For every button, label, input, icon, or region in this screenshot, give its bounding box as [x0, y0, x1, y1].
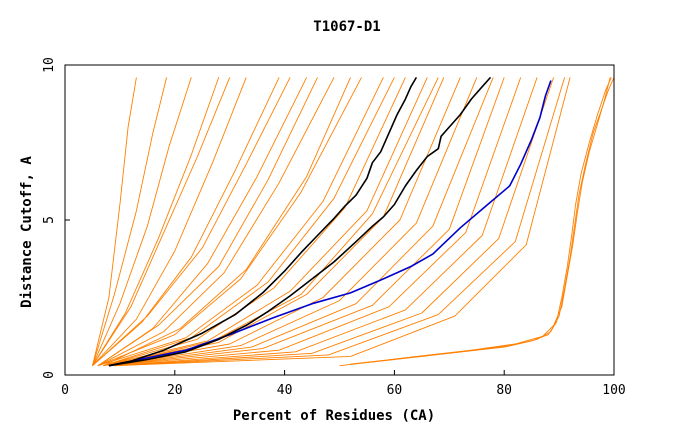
x-tick-label: 80	[496, 383, 512, 398]
x-tick-label: 100	[602, 383, 625, 398]
tick-layer: 0 20 40 60 80 100 0 5 10	[42, 57, 626, 398]
model-curve-32	[92, 77, 231, 366]
model-curve-14	[97, 77, 362, 367]
model-curve-15	[97, 77, 384, 367]
chart-title: T1067-D1	[313, 19, 380, 35]
model-curve-21	[108, 77, 494, 367]
highlight-curve-2	[108, 76, 418, 367]
x-tick-label: 0	[61, 383, 69, 398]
model-curve-16	[103, 77, 406, 367]
model-curve-8	[92, 77, 192, 366]
model-curve-11	[92, 77, 280, 367]
model-curve-20	[108, 77, 478, 367]
model-curve-18	[103, 77, 445, 367]
model-curve-24	[114, 77, 538, 367]
model-curve-9	[92, 77, 220, 366]
x-axis-label: Percent of Residues (CA)	[233, 408, 435, 424]
model-curve-29	[103, 77, 351, 367]
model-curve-30	[103, 77, 395, 367]
y-axis-label: Distance Cutoff, A	[19, 156, 35, 308]
y-tick-label: 5	[42, 216, 57, 224]
model-curve-13	[97, 77, 335, 367]
x-tick-label: 60	[387, 383, 403, 398]
model-curve-5	[366, 77, 611, 364]
model-curve-7	[92, 77, 168, 366]
model-curve-28	[97, 77, 318, 367]
y-tick-label: 0	[42, 371, 57, 379]
model-curve-17	[103, 77, 428, 367]
x-tick-label: 20	[167, 383, 183, 398]
model-curve-3	[339, 77, 612, 367]
model-curve-27	[114, 77, 571, 367]
model-curve-22	[108, 77, 505, 367]
model-curve-33	[92, 77, 291, 367]
model-curve-10	[92, 77, 247, 367]
model-curve-25	[114, 77, 555, 367]
y-tick-label: 10	[42, 57, 57, 73]
model-curve-31	[108, 77, 439, 367]
model-curve-6	[92, 77, 137, 366]
model-curve-23	[108, 77, 522, 367]
model-curve-26	[114, 77, 566, 367]
highlight-curve-1	[108, 76, 492, 367]
series-layer	[92, 76, 615, 367]
x-tick-label: 40	[277, 383, 293, 398]
